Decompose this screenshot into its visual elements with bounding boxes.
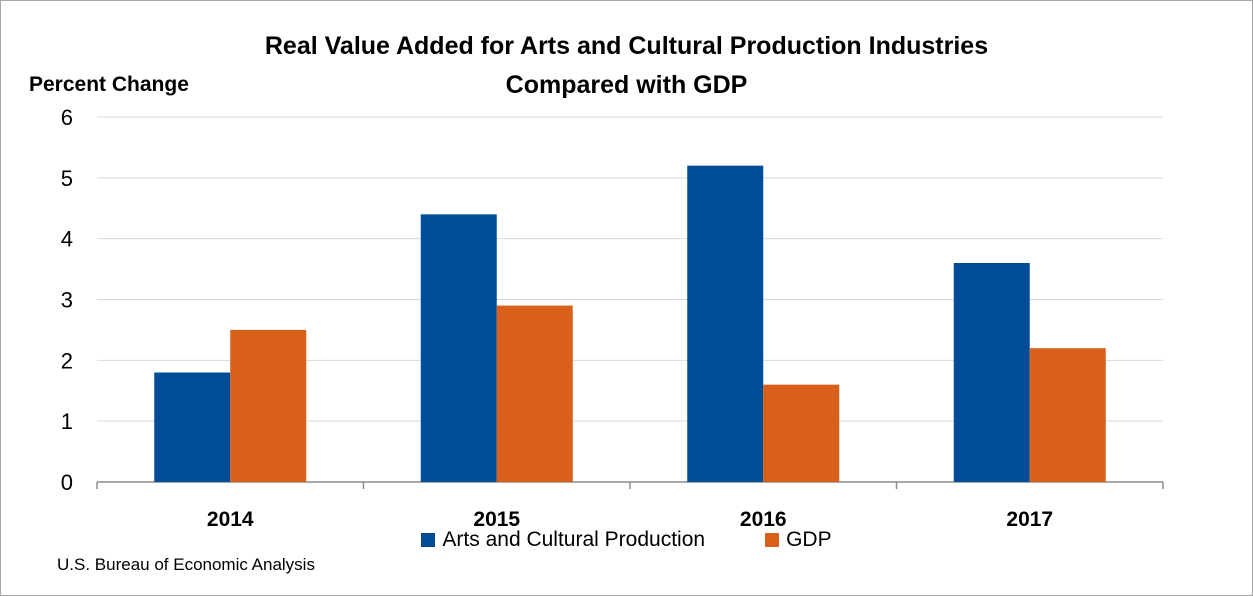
bar-arts-2016	[687, 165, 764, 482]
x-tick-label: 2016	[740, 508, 787, 531]
legend-item-gdp: GDP	[765, 528, 832, 552]
y-tick-label: 4	[61, 227, 73, 252]
chart-title-line-2: Compared with GDP	[505, 71, 748, 99]
source-note: U.S. Bureau of Economic Analysis	[57, 555, 315, 574]
legend-item-arts: Arts and Cultural Production	[421, 528, 705, 552]
bar-gdp-2016	[763, 384, 840, 482]
y-tick-label: 1	[61, 409, 73, 434]
bar-gdp-2014	[230, 329, 307, 482]
legend-swatch-arts	[421, 533, 436, 547]
legend-swatch-gdp	[765, 533, 780, 547]
y-tick-label: 6	[61, 105, 73, 130]
bar-arts-2014	[154, 372, 231, 482]
y-axis-label: Percent Change	[29, 73, 189, 96]
y-tick-label: 0	[61, 470, 73, 495]
legend: Arts and Cultural Production GDP	[1, 525, 1252, 555]
y-tick-label: 5	[61, 166, 73, 191]
bar-arts-2015	[420, 214, 497, 483]
bar-gdp-2015	[496, 305, 573, 482]
legend-label-arts: Arts and Cultural Production	[442, 528, 706, 551]
bar-arts-2017	[953, 263, 1030, 482]
x-tick-label: 2014	[207, 508, 254, 531]
x-tick-label: 2017	[1006, 508, 1053, 531]
bar-gdp-2017	[1029, 348, 1106, 482]
chart-title-line-1: Real Value Added for Arts and Cultural P…	[264, 32, 989, 60]
chart-title: Real Value Added for Arts and Cultural P…	[1, 27, 1252, 105]
x-tick-label: 2015	[473, 508, 520, 531]
y-tick-label: 3	[61, 288, 73, 313]
y-tick-label: 2	[61, 348, 73, 373]
legend-label-gdp: GDP	[786, 528, 832, 551]
